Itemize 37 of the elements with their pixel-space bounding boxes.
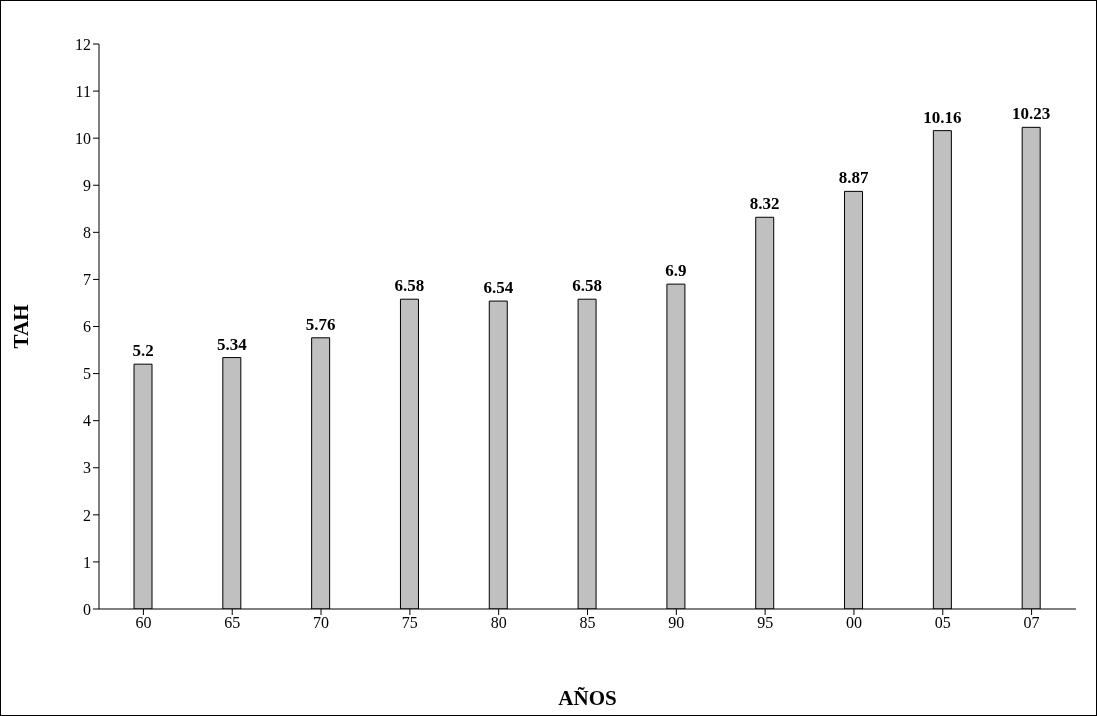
data-label: 8.87 xyxy=(838,168,869,188)
x-tick-label: 00 xyxy=(845,614,862,632)
y-tick-label: 3 xyxy=(83,459,91,477)
y-tick-label: 2 xyxy=(83,506,91,524)
x-tick-label: 60 xyxy=(135,614,152,632)
x-tick-label: 80 xyxy=(490,614,507,632)
y-tick-label: 10 xyxy=(75,129,91,147)
y-tick-label: 9 xyxy=(83,176,91,194)
data-label: 10.23 xyxy=(1012,104,1051,124)
y-tick-label: 0 xyxy=(83,600,91,618)
x-axis-title: AÑOS xyxy=(558,686,617,710)
x-tick-label: 05 xyxy=(934,614,951,632)
y-tick-label: 11 xyxy=(75,82,91,100)
x-tick-label: 07 xyxy=(1023,614,1040,632)
y-tick-label: 5 xyxy=(83,365,91,383)
y-tick-label: 6 xyxy=(83,318,91,336)
y-tick-label: 1 xyxy=(83,553,91,571)
data-label: 5.76 xyxy=(305,314,336,334)
y-tick-label: 4 xyxy=(83,412,91,430)
x-tick-label: 85 xyxy=(579,614,596,632)
data-label: 6.58 xyxy=(572,276,602,296)
x-tick-label: 90 xyxy=(668,614,685,632)
y-tick-label: 8 xyxy=(83,224,91,242)
data-label: 8.32 xyxy=(749,194,780,214)
y-tick-label: 7 xyxy=(83,271,91,289)
data-label: 5.34 xyxy=(216,334,248,354)
data-label: 6.54 xyxy=(483,278,514,298)
data-label: 5.2 xyxy=(132,341,154,361)
data-label: 6.9 xyxy=(665,261,687,281)
x-tick-label: 75 xyxy=(401,614,418,632)
x-tick-label: 70 xyxy=(313,614,330,632)
data-label: 10.16 xyxy=(923,107,962,127)
x-tick-label: 65 xyxy=(224,614,241,632)
y-axis-title: TAH xyxy=(9,304,34,349)
x-tick-label: 95 xyxy=(757,614,774,632)
y-tick-label: 12 xyxy=(75,35,91,53)
data-label: 6.58 xyxy=(394,276,425,296)
